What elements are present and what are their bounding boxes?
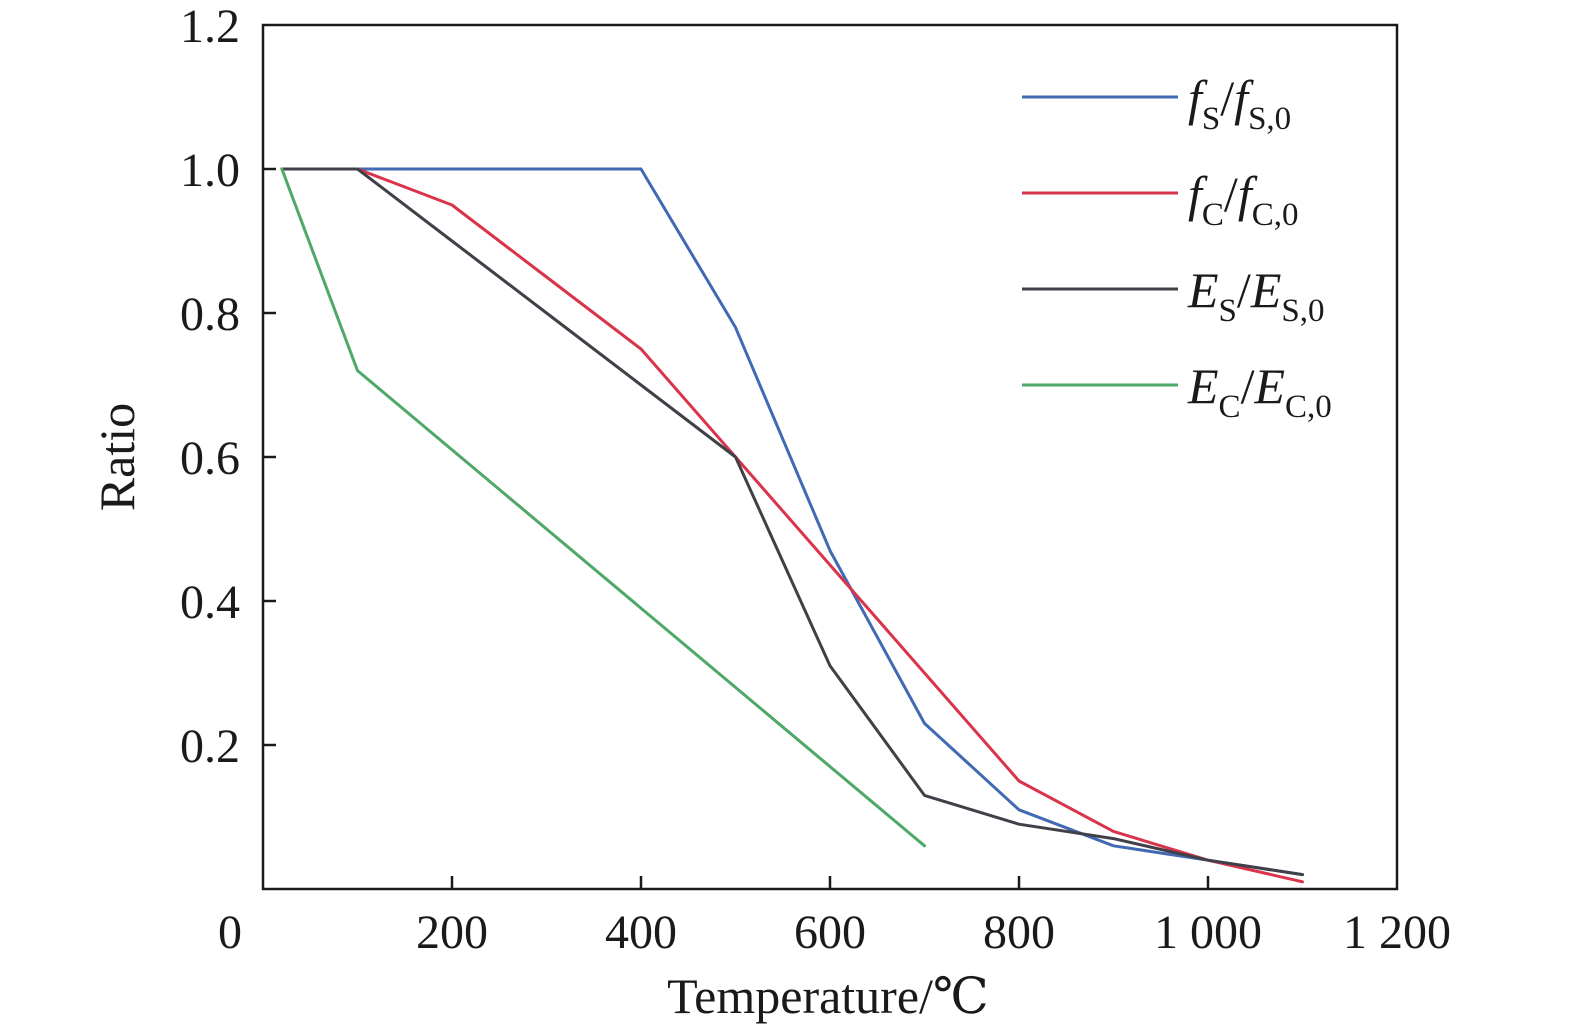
x-tick-label: 1 000 [1154, 906, 1262, 959]
legend-text-part: S [1202, 101, 1220, 137]
legend-text-part: S,0 [1281, 293, 1324, 329]
series-line-3 [280, 167, 926, 848]
legend-text-part: C [1202, 197, 1224, 233]
legend-text-part: S,0 [1248, 101, 1291, 137]
legend: fS/fS,0fC/fC,0ES/ES,0EC/EC,0 [1022, 70, 1332, 425]
legend-text-part: / [1220, 70, 1234, 126]
legend-text-part: / [1237, 262, 1251, 318]
x-tick-label: 200 [416, 906, 488, 959]
y-tick-label: 0.6 [180, 432, 240, 485]
legend-text-part: E [1187, 262, 1219, 318]
legend-entry-2: ES/ES,0 [1187, 262, 1324, 329]
x-tick-label: 1 200 [1343, 906, 1451, 959]
series-line-0 [280, 167, 1304, 877]
plot-frame [261, 23, 1399, 891]
legend-entry-1: fC/fC,0 [1188, 166, 1299, 233]
y-axis-title: Ratio [89, 403, 145, 511]
legend-text-part: C,0 [1252, 197, 1299, 233]
y-tick-label: 0.2 [180, 720, 240, 773]
legend-text-part: C [1219, 389, 1241, 425]
legend-text-part: C,0 [1285, 389, 1332, 425]
series-line-1 [280, 167, 1304, 884]
y-tick-label: 1.0 [180, 144, 240, 197]
x-tick-label: 800 [983, 906, 1055, 959]
x-tick-label: 600 [794, 906, 866, 959]
y-tick-label: 0.4 [180, 576, 240, 629]
x-tick-label: 0 [218, 906, 242, 959]
legend-text-part: / [1241, 358, 1255, 414]
y-tick-label: 0.8 [180, 288, 240, 341]
legend-text-part: E [1187, 358, 1219, 414]
legend-text-part: S [1219, 293, 1237, 329]
y-tick-label: 1.2 [180, 0, 240, 53]
legend-entry-0: fS/fS,0 [1188, 70, 1291, 137]
x-tick-label: 400 [605, 906, 677, 959]
legend-text-part: E [1250, 262, 1282, 318]
legend-text-part: / [1224, 166, 1238, 222]
x-axis-title: Temperature/℃ [667, 968, 989, 1024]
series-layer [280, 167, 1304, 884]
legend-entry-3: EC/EC,0 [1187, 358, 1332, 425]
legend-text-part: E [1253, 358, 1285, 414]
series-line-2 [280, 167, 1304, 877]
x-axis-ticks: 0 200 400 600 800 1 000 1 200 [218, 876, 1451, 959]
y-axis-ticks: 0.2 0.4 0.6 0.8 1.0 1.2 [180, 0, 276, 773]
